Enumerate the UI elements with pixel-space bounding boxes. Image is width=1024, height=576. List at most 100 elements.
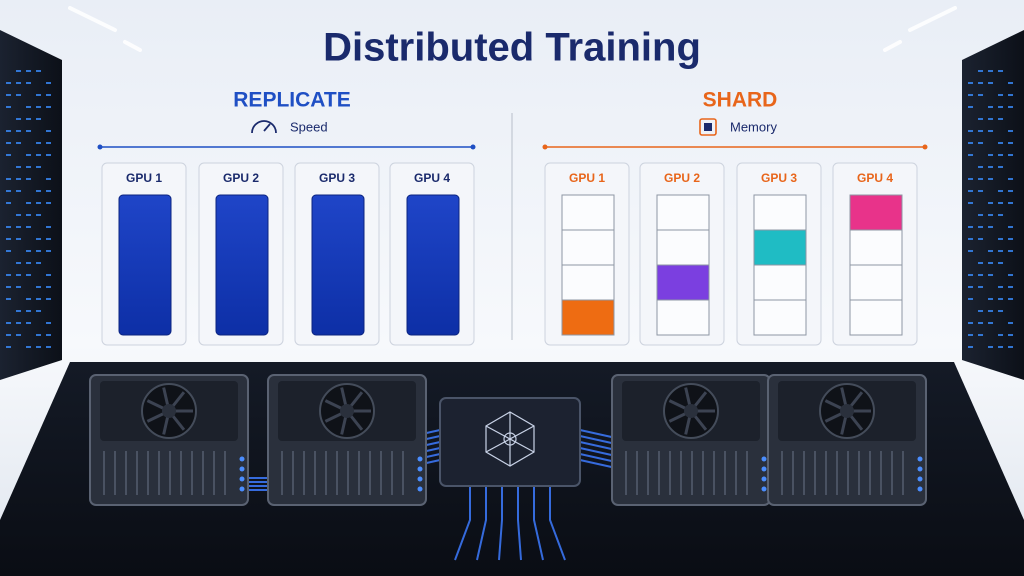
rack-light [26,178,31,180]
rack-light [6,106,11,108]
rack-light [36,190,41,192]
rack-light [6,238,11,240]
rack-light [968,142,973,144]
rack-light [36,166,41,168]
rack-light [46,142,51,144]
shard-slot-filled [753,229,807,266]
rack-light [16,262,21,264]
rack-light [6,190,11,192]
shard-slot-filled [849,194,903,231]
rack-light [6,154,11,156]
rack-light [988,82,993,84]
rack-light [998,310,1003,312]
rack-light [988,262,993,264]
rack-light [26,274,31,276]
shard-rule [542,144,928,150]
replicate-heading: REPLICATE [233,89,350,112]
rack-light [968,154,973,156]
rack-light [1008,298,1013,300]
rack-light [978,334,983,336]
rack-light [46,274,51,276]
rack-light [6,94,11,96]
rack-light [46,178,51,180]
shard-gpu-card: GPU 2 [639,162,725,346]
rack-light [46,82,51,84]
rack-light [46,154,51,156]
rack-light [36,154,41,156]
rack-light [988,202,993,204]
rack-light [968,274,973,276]
rack-light [1008,130,1013,132]
led [917,476,923,482]
rack-light [1008,106,1013,108]
led [239,456,245,462]
led [239,476,245,482]
rack-light [978,118,983,120]
led [917,456,923,462]
rack-light [978,82,983,84]
rack-light [978,322,983,324]
rack-light [1008,154,1013,156]
fan-hub [684,404,698,418]
rack-light [998,202,1003,204]
rack-light [36,142,41,144]
rack-light [26,250,31,252]
shard-gpu-card: GPU 4 [832,162,918,346]
rack-light [36,70,41,72]
rack-light [26,154,31,156]
rack-light [968,322,973,324]
rack-light [16,118,21,120]
rack-light [1008,322,1013,324]
rack-light [978,214,983,216]
led [417,486,423,492]
memory-icon [699,118,717,136]
rack-light [1008,178,1013,180]
rack-light [978,166,983,168]
rack-light [16,82,21,84]
rack-light [6,334,11,336]
rack-light [16,166,21,168]
rack-light [16,70,21,72]
led [417,466,423,472]
rack-light [968,226,973,228]
ceiling-lights [68,6,957,52]
rack-light [16,322,21,324]
rack-light [988,118,993,120]
rack-light [16,190,21,192]
rack-light [6,274,11,276]
gpu-label: GPU 1 [569,171,605,185]
replicate-caption: Speed [290,119,328,134]
rack-light [46,322,51,324]
rack-light [6,130,11,132]
rack-light [968,334,973,336]
rack-light [998,70,1003,72]
rack-light [968,298,973,300]
rack-light [16,274,21,276]
rack-light [1008,82,1013,84]
rack-light [988,154,993,156]
rack-light [998,166,1003,168]
trace [533,486,544,561]
rack-light [16,238,21,240]
rack-light [1008,274,1013,276]
rack-light [1008,250,1013,252]
model-copy [215,194,269,336]
shard-slot [656,229,710,266]
rack-light [988,298,993,300]
rack-light [968,178,973,180]
shard-slot [849,229,903,266]
rack-light [46,238,51,240]
rack-light [6,226,11,228]
rack-light [16,310,21,312]
rack-light [16,214,21,216]
rack-light [998,190,1003,192]
rack-light [968,250,973,252]
led [417,456,423,462]
replicate-rule [97,144,476,150]
gpu-label: GPU 1 [126,171,162,185]
rack-light [46,130,51,132]
rack-light [968,202,973,204]
gpu-unit [267,374,427,506]
server-rack-left [0,30,62,380]
rack-light [16,226,21,228]
